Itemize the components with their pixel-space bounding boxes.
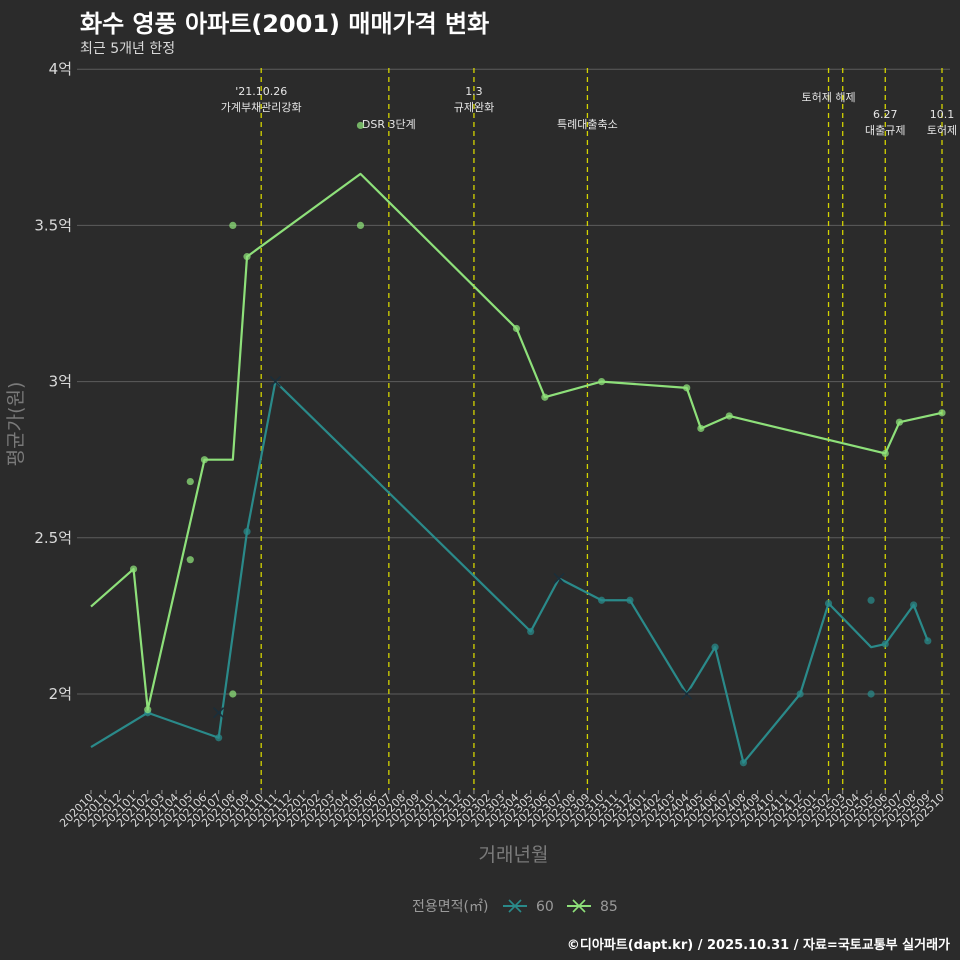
- data-point-85: [186, 477, 194, 486]
- data-point-85: [881, 449, 889, 458]
- data-point-85: [895, 418, 904, 426]
- x-axis-title: 거래년월: [479, 844, 549, 866]
- cross-marker-60: [681, 688, 693, 700]
- event-annotation: 대출규제: [865, 124, 905, 137]
- legend-key-cross: [508, 899, 522, 913]
- data-point-85: [186, 556, 194, 564]
- data-point-85: [229, 221, 237, 229]
- event-annotation: 규제완화: [454, 101, 494, 114]
- data-point-85: [725, 412, 733, 420]
- data-point-85: [243, 253, 251, 261]
- data-point-60: [215, 734, 223, 742]
- y-tick-label: 2.5억: [34, 529, 72, 547]
- data-point-60: [598, 596, 606, 604]
- data-point-85: [356, 121, 365, 130]
- data-point-85: [229, 690, 237, 698]
- data-point-60: [924, 637, 932, 645]
- legend-label: 85: [600, 899, 618, 915]
- event-annotation: 토허제: [927, 124, 957, 137]
- data-point-85: [512, 324, 521, 333]
- event-annotation: DSR 3단계: [362, 118, 416, 131]
- y-tick-label: 3억: [49, 373, 72, 391]
- data-point-85: [541, 393, 549, 401]
- data-point-60: [867, 690, 875, 698]
- data-point-60: [867, 596, 875, 604]
- event-annotation: 6.27: [873, 108, 898, 121]
- event-annotation: 특례대출축소: [557, 118, 618, 131]
- data-point-60: [626, 596, 634, 604]
- data-point-60: [881, 640, 889, 648]
- data-point-85: [129, 565, 138, 573]
- data-point-60: [739, 759, 748, 767]
- data-point-60: [711, 643, 719, 651]
- data-point-60: [243, 527, 251, 536]
- y-tick-label: 4억: [49, 60, 72, 78]
- series-line-60: [90, 380, 929, 764]
- legend-title: 전용면적(㎡): [412, 899, 488, 915]
- data-point-60: [910, 601, 918, 609]
- data-point-85: [200, 456, 209, 464]
- data-point-85: [683, 384, 691, 392]
- legend-key-cross: [572, 899, 586, 913]
- y-tick-label: 3.5억: [34, 216, 72, 234]
- cross-marker-60: [553, 572, 565, 584]
- chart-title: 화수 영풍 아파트(2001) 매매가격 변화: [80, 10, 490, 38]
- event-annotation: '21.10.26: [235, 85, 287, 98]
- source-caption: ©디아파트(dapt.kr) / 2025.10.31 / 자료=국토교통부 실…: [566, 938, 950, 953]
- data-point-85: [144, 706, 152, 714]
- chart-subtitle: 최근 5개년 한정: [80, 41, 176, 57]
- y-tick-label: 2억: [49, 685, 72, 703]
- data-point-85: [598, 378, 606, 386]
- event-annotation: 10.1: [930, 108, 955, 121]
- data-point-85: [938, 409, 946, 417]
- legend-label: 60: [536, 899, 554, 915]
- data-point-85: [697, 424, 705, 433]
- cross-marker-60: [269, 376, 281, 388]
- data-point-60: [824, 599, 833, 608]
- data-point-60: [527, 627, 535, 636]
- event-annotation: 가계부채관리강화: [221, 101, 302, 114]
- event-annotation: 1.3: [465, 85, 483, 98]
- cross-marker-60: [213, 707, 225, 719]
- event-annotation: 토허제 해제: [801, 90, 855, 104]
- y-axis-title: 평균가(원): [5, 382, 27, 467]
- data-point-85: [356, 221, 365, 229]
- data-point-60: [796, 690, 804, 698]
- series-line-85: [90, 172, 943, 711]
